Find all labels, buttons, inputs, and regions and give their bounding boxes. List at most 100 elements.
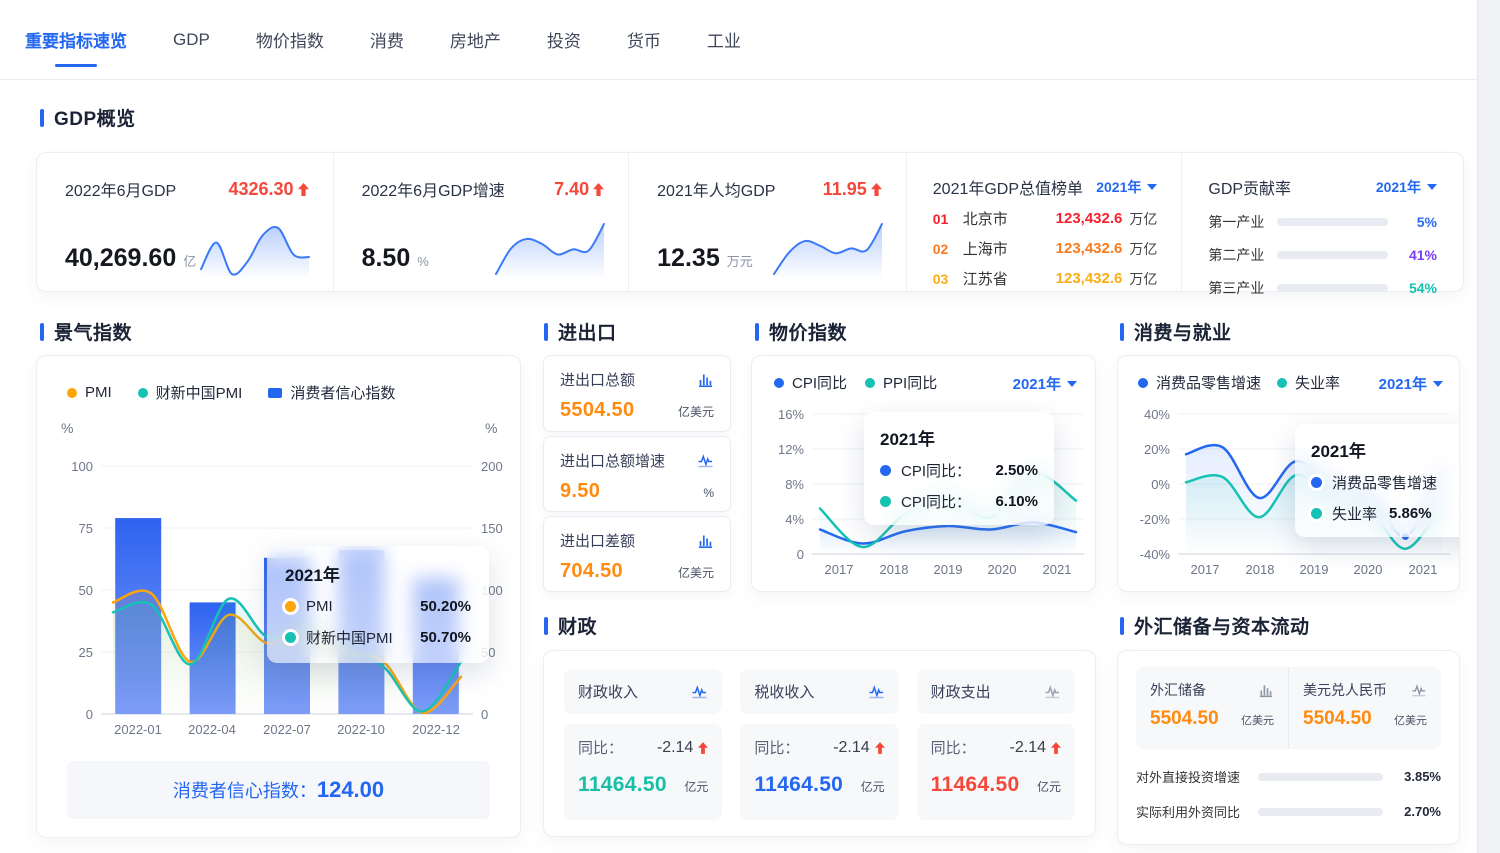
card-value: 5504.50 bbox=[560, 399, 635, 421]
tooltip-dot bbox=[285, 601, 296, 612]
legend-dot bbox=[1138, 377, 1148, 388]
nav-label: 重要指标速览 bbox=[25, 32, 127, 51]
x-tick: 2022-12 bbox=[412, 722, 460, 737]
ranking-row: 01 北京市 123,432.6 万亿 bbox=[933, 208, 1158, 229]
price-year-filter[interactable]: 2021年 bbox=[1013, 373, 1077, 394]
section-title-forex: 外汇储备与资本流动 bbox=[1120, 612, 1310, 639]
legend-item-consumer-confidence[interactable]: 消费者信心指数 bbox=[268, 382, 395, 403]
x-tick: 2017 bbox=[1190, 562, 1220, 577]
card-unit: % bbox=[703, 486, 714, 500]
rank-region: 北京市 bbox=[962, 211, 1008, 228]
section-title-text: 进出口 bbox=[558, 323, 617, 344]
card-unit: 亿美元 bbox=[1394, 715, 1427, 727]
nav-item-price-index[interactable]: 物价指数 bbox=[255, 32, 324, 51]
forex-reserve-card: 外汇储备 5504.50 亿美元 bbox=[1136, 667, 1289, 749]
footer-label: 消费者信心指数： bbox=[172, 781, 317, 801]
title-accent-bar bbox=[544, 322, 548, 341]
card-value: 11464.50 bbox=[930, 773, 1020, 796]
gdp-ranking: 2021年GDP总值榜单 2021年 01 北京市 123,432.6 万亿 0… bbox=[907, 153, 1183, 291]
tooltip-row: PMI 50.20% bbox=[285, 598, 471, 615]
contribution-year-filter[interactable]: 2021年 bbox=[1376, 177, 1437, 197]
forex-cards: 外汇储备 5504.50 亿美元 美元兑人民币 5504.50 亿美元 bbox=[1136, 667, 1441, 749]
section-title-consumption-employment: 消费与就业 bbox=[1120, 318, 1232, 345]
bar-chart-icon bbox=[699, 535, 712, 548]
x-tick: 2018 bbox=[879, 562, 909, 577]
fiscal-revenue-card: 财政收入 同比： -2.14 11464.50 亿元 bbox=[564, 669, 723, 820]
rank-value: 123,432.6 bbox=[1055, 210, 1123, 227]
stat-delta: 7.40 bbox=[554, 179, 605, 200]
rank-unit: 万亿 bbox=[1129, 210, 1158, 227]
bar-chart-icon bbox=[1259, 684, 1273, 697]
y-tick: 0% bbox=[1151, 477, 1170, 492]
card-unit: 亿美元 bbox=[677, 405, 714, 419]
y-axis-unit-right: % bbox=[485, 420, 498, 436]
nav-item-industry[interactable]: 工业 bbox=[706, 32, 741, 51]
nav-item-investment[interactable]: 投资 bbox=[546, 32, 581, 51]
tooltip-row: 消费品零售增速 bbox=[1311, 472, 1459, 493]
gdp-per-capita-sparkline-chart bbox=[772, 223, 883, 279]
stat-label: 2021年人均GDP bbox=[657, 183, 776, 200]
legend-item-unemployment[interactable]: 失业率 bbox=[1277, 372, 1340, 393]
card-value: 5504.50 bbox=[1150, 708, 1219, 729]
scrollbar-gutter[interactable] bbox=[1477, 0, 1500, 853]
progress-percent: 3.85% bbox=[1404, 769, 1441, 784]
y-tick-right: 150 bbox=[481, 521, 503, 536]
price-legend: CPI同比 PPI同比 bbox=[774, 372, 937, 393]
trade-total-card: 进出口总额 5504.50 亿美元 bbox=[543, 355, 731, 432]
nav-item-gdp[interactable]: GDP bbox=[173, 29, 210, 49]
footer-value: 124.00 bbox=[316, 777, 385, 802]
stat-unit: 亿 bbox=[183, 254, 197, 269]
consume-year-filter[interactable]: 2021年 bbox=[1379, 373, 1443, 394]
nav-item-overview[interactable]: 重要指标速览 bbox=[25, 27, 127, 67]
section-title-boom-index: 景气指数 bbox=[40, 318, 132, 345]
boom-index-panel: PMI 财新中国PMI 消费者信心指数 % % 100 75 50 25 0 2… bbox=[36, 355, 521, 838]
stat-unit: % bbox=[417, 254, 429, 269]
y-tick: 40% bbox=[1143, 407, 1170, 422]
stat-gdp-growth: 2022年6月GDP增速 7.40 8.50 % bbox=[334, 153, 630, 291]
pulse-line-icon bbox=[1045, 684, 1060, 698]
pulse-line-icon bbox=[698, 453, 713, 467]
nav-item-currency[interactable]: 货币 bbox=[626, 32, 661, 51]
x-tick: 2020 bbox=[1353, 562, 1383, 577]
pulse-line-icon bbox=[692, 684, 707, 698]
legend-item-caixin-pmi[interactable]: 财新中国PMI bbox=[137, 382, 242, 403]
card-label: 进出口总额 bbox=[560, 372, 636, 389]
rank-region: 上海市 bbox=[962, 241, 1008, 258]
outbound-investment-row: 对外直接投资增速 3.85% bbox=[1136, 767, 1441, 786]
caret-down-icon bbox=[1433, 380, 1443, 387]
progress-track bbox=[1277, 251, 1388, 259]
nav-item-real-estate[interactable]: 房地产 bbox=[449, 32, 501, 51]
section-title-text: GDP概览 bbox=[54, 109, 136, 130]
x-tick: 2022-10 bbox=[337, 722, 385, 737]
legend-item-cpi[interactable]: CPI同比 bbox=[774, 372, 847, 393]
contribution-title: GDP贡献率 bbox=[1208, 181, 1292, 198]
tooltip-value: 5.86% bbox=[1389, 505, 1432, 522]
legend-dot bbox=[865, 377, 876, 388]
gdp-contribution: GDP贡献率 2021年 第一产业 5% 第二产业 41% 第三产业 54% bbox=[1182, 153, 1463, 296]
consume-legend: 消费品零售增速 失业率 bbox=[1138, 372, 1340, 393]
nav-item-consumption[interactable]: 消费 bbox=[369, 32, 404, 51]
x-tick: 2022-07 bbox=[263, 722, 311, 737]
ranking-row: 03 江苏省 123,432.6 万亿 bbox=[933, 268, 1158, 289]
fiscal-panel: 财政收入 同比： -2.14 11464.50 亿元 税收收入 同比： -2.14 1… bbox=[543, 650, 1096, 837]
price-index-panel: CPI同比 PPI同比 2021年 16% 12% 8% 4% 0 2017 2… bbox=[751, 355, 1096, 592]
x-tick: 2022-01 bbox=[114, 722, 162, 737]
legend-item-retail-growth[interactable]: 消费品零售增速 bbox=[1138, 372, 1261, 393]
tooltip-dot bbox=[880, 496, 891, 507]
tooltip-row: CPI同比： 6.10% bbox=[880, 491, 1038, 512]
y-tick: -40% bbox=[1139, 547, 1170, 562]
progress-track bbox=[1277, 218, 1388, 226]
boom-chart-tooltip: 2021年 PMI 50.20% 财新中国PMI 50.70% bbox=[267, 546, 489, 663]
legend-item-pmi[interactable]: PMI bbox=[67, 384, 112, 401]
contribution-row: 第三产业 54% bbox=[1208, 278, 1437, 298]
title-accent-bar bbox=[755, 322, 759, 341]
card-label: 进出口总额增速 bbox=[560, 453, 666, 470]
legend-item-ppi[interactable]: PPI同比 bbox=[865, 372, 937, 393]
card-unit: 亿美元 bbox=[677, 566, 714, 580]
x-tick: 2017 bbox=[824, 562, 854, 577]
tooltip-row: 财新中国PMI 50.70% bbox=[285, 627, 471, 648]
ranking-year-filter[interactable]: 2021年 bbox=[1096, 177, 1158, 197]
card-label: 外汇储备 bbox=[1150, 682, 1206, 698]
gdp-overview-card: 2022年6月GDP 4326.30 40,269.60 亿 2022年6月GD… bbox=[36, 152, 1464, 296]
